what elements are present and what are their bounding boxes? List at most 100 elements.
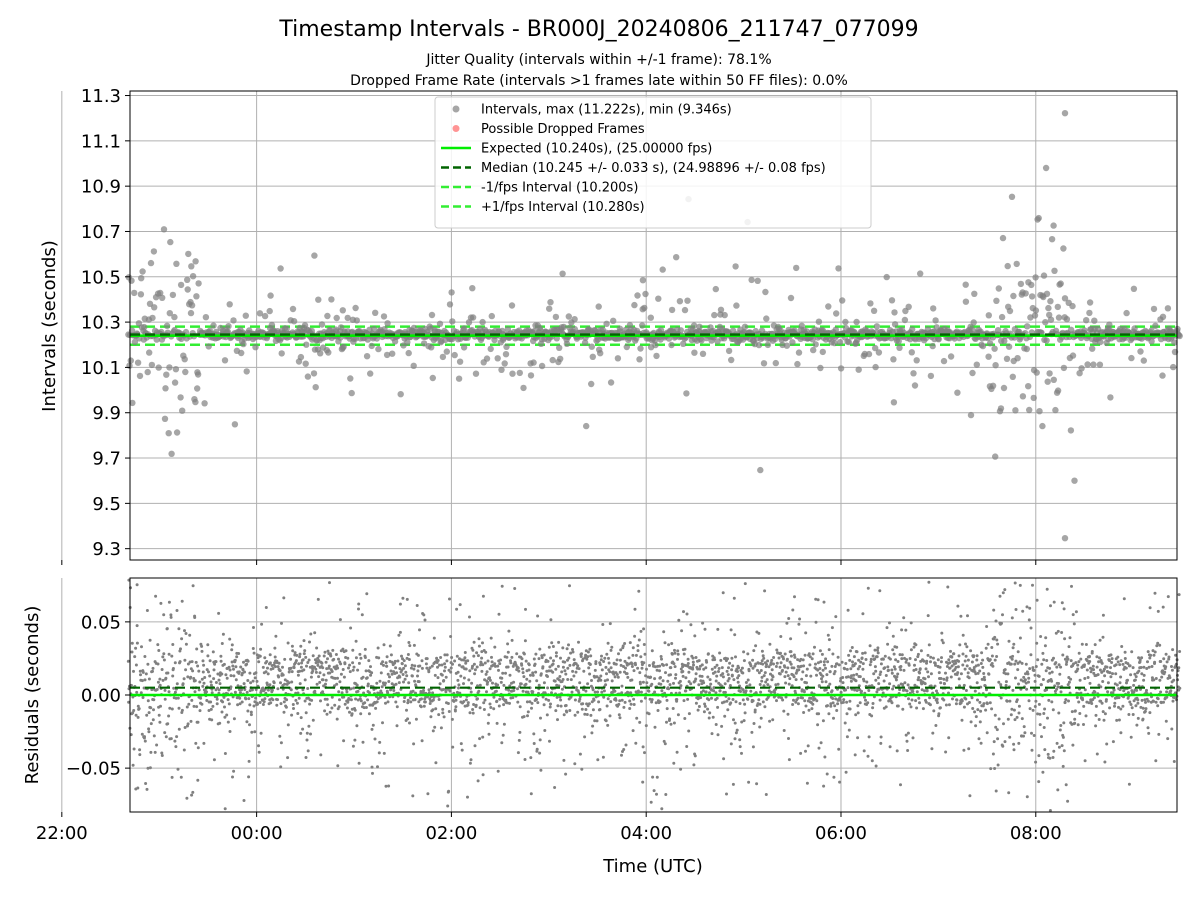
residual-point	[906, 749, 909, 752]
residual-point	[634, 663, 637, 666]
residual-point	[263, 697, 266, 700]
interval-point	[557, 356, 563, 362]
interval-point	[406, 350, 412, 356]
interval-point	[488, 346, 494, 352]
interval-point	[381, 313, 387, 319]
residual-point	[739, 690, 742, 693]
residual-point	[158, 714, 161, 717]
residual-point	[939, 666, 942, 669]
interval-point	[163, 372, 169, 378]
residual-point	[877, 676, 880, 679]
residual-point	[523, 715, 526, 718]
residual-point	[1033, 669, 1036, 672]
residual-point	[231, 643, 234, 646]
residual-point	[616, 673, 619, 676]
interval-point	[1033, 307, 1039, 313]
residual-point	[547, 660, 550, 663]
residual-point	[301, 728, 304, 731]
residual-point	[852, 674, 855, 677]
residual-point	[203, 676, 206, 679]
residual-point	[727, 673, 730, 676]
residual-point	[319, 671, 322, 674]
interval-point	[164, 323, 170, 329]
residual-point	[588, 702, 591, 705]
residual-point	[635, 717, 638, 720]
residual-point	[474, 668, 477, 671]
interval-point	[503, 351, 509, 357]
residual-point	[820, 741, 823, 744]
residual-point	[144, 740, 147, 743]
residual-point	[588, 648, 591, 651]
residual-point	[846, 712, 849, 715]
interval-point	[138, 275, 144, 281]
interval-point	[461, 344, 467, 350]
residual-point	[413, 664, 416, 667]
residual-point	[512, 689, 515, 692]
interval-point	[192, 258, 198, 264]
residual-point	[354, 709, 357, 712]
residual-point	[636, 667, 639, 670]
interval-point	[1097, 339, 1103, 345]
residual-point	[133, 748, 136, 751]
residual-point	[434, 761, 437, 764]
residual-point	[811, 703, 814, 706]
interval-point	[190, 273, 196, 279]
residual-point	[233, 717, 236, 720]
residual-point	[212, 677, 215, 680]
residual-point	[500, 741, 503, 744]
residual-point	[511, 696, 514, 699]
residual-point	[922, 660, 925, 663]
residual-point	[1043, 708, 1046, 711]
residual-point	[815, 699, 818, 702]
residual-point	[205, 690, 208, 693]
residual-point	[265, 606, 268, 609]
residual-point	[713, 658, 716, 661]
residual-point	[304, 700, 307, 703]
residual-point	[131, 651, 134, 654]
residual-point	[539, 717, 542, 720]
residual-point	[312, 654, 315, 657]
residual-point	[563, 713, 566, 716]
residual-point	[1046, 717, 1049, 720]
residual-point	[901, 708, 904, 711]
residual-point	[267, 672, 270, 675]
residual-point	[669, 673, 672, 676]
residual-point	[444, 666, 447, 669]
residual-point	[808, 652, 811, 655]
residual-point	[311, 670, 314, 673]
residual-point	[367, 683, 370, 686]
residual-point	[642, 661, 645, 664]
residual-point	[859, 675, 862, 678]
residual-point	[158, 678, 161, 681]
residual-point	[342, 668, 345, 671]
residual-point	[975, 659, 978, 662]
interval-point	[810, 347, 816, 353]
interval-point	[590, 354, 596, 360]
interval-point	[1128, 355, 1134, 361]
residual-point	[755, 782, 758, 785]
residual-point	[555, 655, 558, 658]
residual-point	[750, 664, 753, 667]
residual-point	[371, 772, 374, 775]
residual-point	[451, 718, 454, 721]
residual-point	[1043, 726, 1046, 729]
residual-point	[971, 707, 974, 710]
residual-point	[357, 608, 360, 611]
residual-point	[874, 670, 877, 673]
residual-point	[584, 708, 587, 711]
residual-point	[668, 717, 671, 720]
residual-point	[672, 662, 675, 665]
interval-point	[968, 412, 974, 418]
interval-point	[243, 313, 249, 319]
residual-point	[401, 597, 404, 600]
residual-point	[607, 697, 610, 700]
interval-point	[303, 342, 309, 348]
residual-point	[947, 736, 950, 739]
residual-point	[1040, 735, 1043, 738]
interval-point	[184, 277, 190, 283]
residual-point	[1049, 604, 1052, 607]
residual-point	[842, 701, 845, 704]
residual-point	[945, 704, 948, 707]
residual-point	[253, 705, 256, 708]
residual-point	[185, 797, 188, 800]
